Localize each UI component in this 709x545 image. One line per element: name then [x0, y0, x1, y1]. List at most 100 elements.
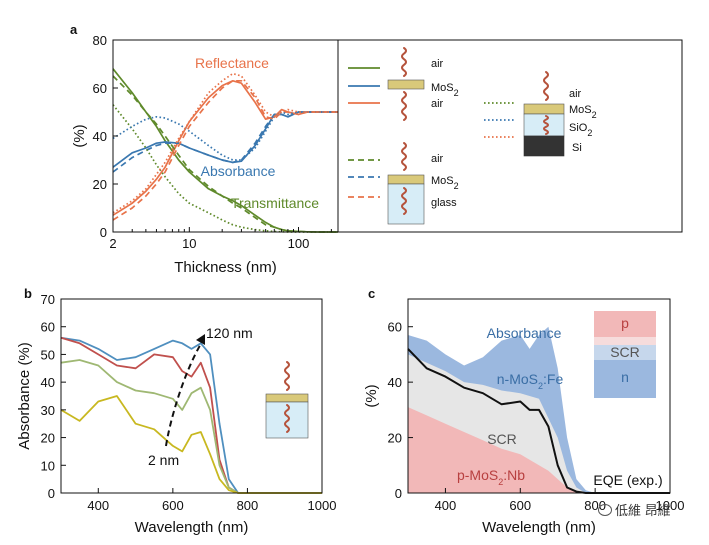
legend-label-si: Si [572, 142, 582, 154]
panel-b-inset-photon-icon-top [284, 361, 290, 391]
panel-b-ytick-label: 30 [41, 403, 55, 418]
panel-b-ytick-label: 60 [41, 320, 55, 335]
panel-b-xtick-label: 1000 [308, 498, 337, 513]
legend-mos2-layer-solid [387, 79, 425, 90]
panel-c-inset-n [594, 360, 656, 398]
legend-si-substrate [523, 135, 565, 157]
legend-label-air: air [431, 98, 444, 110]
legend-label-air: air [431, 153, 444, 165]
panel-a-ytick-label: 20 [93, 177, 107, 192]
legend-label-mos2: MoS2 [431, 82, 459, 98]
legend-sio2-layer [523, 113, 565, 137]
panel-b-ylabel: Absorbance (%) [16, 342, 33, 450]
panel-b-xtick-label: 400 [87, 498, 109, 513]
panel-b-inset-mos2 [265, 393, 309, 403]
panel-c-eqe-line [407, 348, 670, 494]
panel-c-ylabel: (%) [363, 384, 380, 407]
panel-b-ytick-label: 20 [41, 431, 55, 446]
panel-a-ytick-label: 80 [93, 33, 107, 48]
panel-a-annotation-transmittance: Transmittance [231, 195, 319, 211]
panel-b-series-0 [60, 336, 322, 494]
panel-b-frame [60, 298, 323, 494]
panel-c-ytick-label: 0 [395, 486, 402, 501]
panel-a-annotation-reflectance: Reflectance [195, 55, 269, 71]
panel-b-ytick-label: 0 [48, 486, 55, 501]
watermark-text: 低維 昂維 [615, 503, 671, 518]
panel-b-ytick-label: 70 [41, 292, 55, 307]
legend-label-mos2: MoS2 [569, 104, 597, 120]
panel-b-xtick-label: 800 [237, 498, 259, 513]
panel-b-xlabel: Wavelength (nm) [135, 519, 249, 536]
panel-a-xtick-label: 2 [109, 236, 116, 251]
panel-a-series-4 [112, 111, 338, 173]
panel-c-inset-label-p: p [621, 315, 629, 331]
legend-mos2-layer-dotted [523, 103, 565, 115]
legend-photon-icon-dashed-bottom [401, 187, 407, 215]
panel-c-area-2 [408, 407, 670, 493]
panel-b-ytick-label: 50 [41, 347, 55, 362]
panel-b-annotation-2nm: 2 nm [148, 452, 179, 468]
panel-c-ytick-label: 20 [388, 431, 402, 446]
panel-a-series-0 [112, 68, 338, 233]
panel-a-series-8 [112, 72, 338, 214]
panel-a-series-1 [112, 111, 338, 168]
legend-photon-icon-dotted-bottom [543, 115, 549, 135]
legend-label-mos2: MoS2 [431, 175, 459, 191]
panel-a-series-7 [112, 111, 338, 161]
legend-label-air: air [569, 88, 582, 100]
legend-label-sio2: SiO2 [569, 122, 592, 138]
legend-photon-icon-dotted-top [543, 71, 549, 101]
panel-c-inset-label-scr: SCR [610, 344, 640, 360]
panel-b-label: b [24, 286, 32, 301]
panel-b-thickness-arrow [165, 341, 203, 447]
panel-a-ylabel: (%) [71, 124, 88, 147]
panel-a-series-5 [112, 79, 338, 221]
panel-c-xtick-label: 1000 [656, 498, 685, 513]
panel-a-xlabel: Thickness (nm) [174, 259, 277, 276]
panel-b-ytick-label: 10 [41, 458, 55, 473]
panel-b-series-3 [60, 395, 322, 494]
panel-a-xtick-label: 10 [182, 236, 196, 251]
panel-a-ytick-label: 40 [93, 129, 107, 144]
panel-a-series-3 [112, 75, 338, 233]
panel-c-ytick-label: 60 [388, 320, 402, 335]
legend-label-glass: glass [431, 197, 457, 209]
panel-c-ytick-label: 40 [388, 375, 402, 390]
panel-b-series-2 [60, 359, 322, 494]
panel-b-ytick-label: 40 [41, 375, 55, 390]
legend-photon-icon-solid-top [401, 47, 407, 77]
panel-b-annotation-120nm: 120 nm [206, 325, 253, 341]
panel-c-inset-label-n: n [621, 369, 629, 385]
panel-a-ytick-label: 60 [93, 81, 107, 96]
panel-c-annotation-p-mos2: p-MoS2:Nb [457, 467, 525, 487]
panel-c-inset-scr-top [594, 337, 656, 345]
panel-b-arrow-head [196, 334, 205, 345]
legend-photon-icon-solid-bottom [401, 91, 407, 121]
panel-c-xlabel: Wavelength (nm) [482, 519, 596, 536]
panel-a-xtick-label: 100 [288, 236, 310, 251]
panel-c-frame [407, 298, 671, 494]
panel-c-annotation-scr: SCR [487, 431, 517, 447]
panel-a-legend-frame [337, 39, 683, 233]
panel-a-series-6 [112, 104, 338, 233]
panel-a-ytick-label: 0 [100, 225, 107, 240]
panel-c-inset-scr-bottom [594, 345, 656, 360]
watermark: 低維 昂維 [598, 500, 671, 519]
panel-c-label: c [368, 286, 375, 301]
legend-label-air: air [431, 58, 444, 70]
panel-c-annotation-eqe: EQE (exp.) [593, 472, 662, 488]
panel-c-annotation-absorbance: Absorbance [487, 325, 562, 341]
panel-c-annotation-n-mos2: n-MoS2:Fe [497, 371, 564, 391]
wechat-icon [598, 504, 612, 516]
panel-a-label: a [70, 22, 78, 37]
panel-b-xtick-label: 600 [162, 498, 184, 513]
panel-c-xtick-label: 400 [435, 498, 457, 513]
panel-c-xtick-label: 600 [509, 498, 531, 513]
panel-b-inset-photon-icon-bottom [284, 404, 290, 433]
legend-mos2-layer-dashed [387, 174, 425, 185]
legend-photon-icon-dashed-top [401, 142, 407, 171]
panel-a-annotation-absorbance: Absorbance [201, 163, 276, 179]
panel-c-inset-p [594, 311, 656, 337]
